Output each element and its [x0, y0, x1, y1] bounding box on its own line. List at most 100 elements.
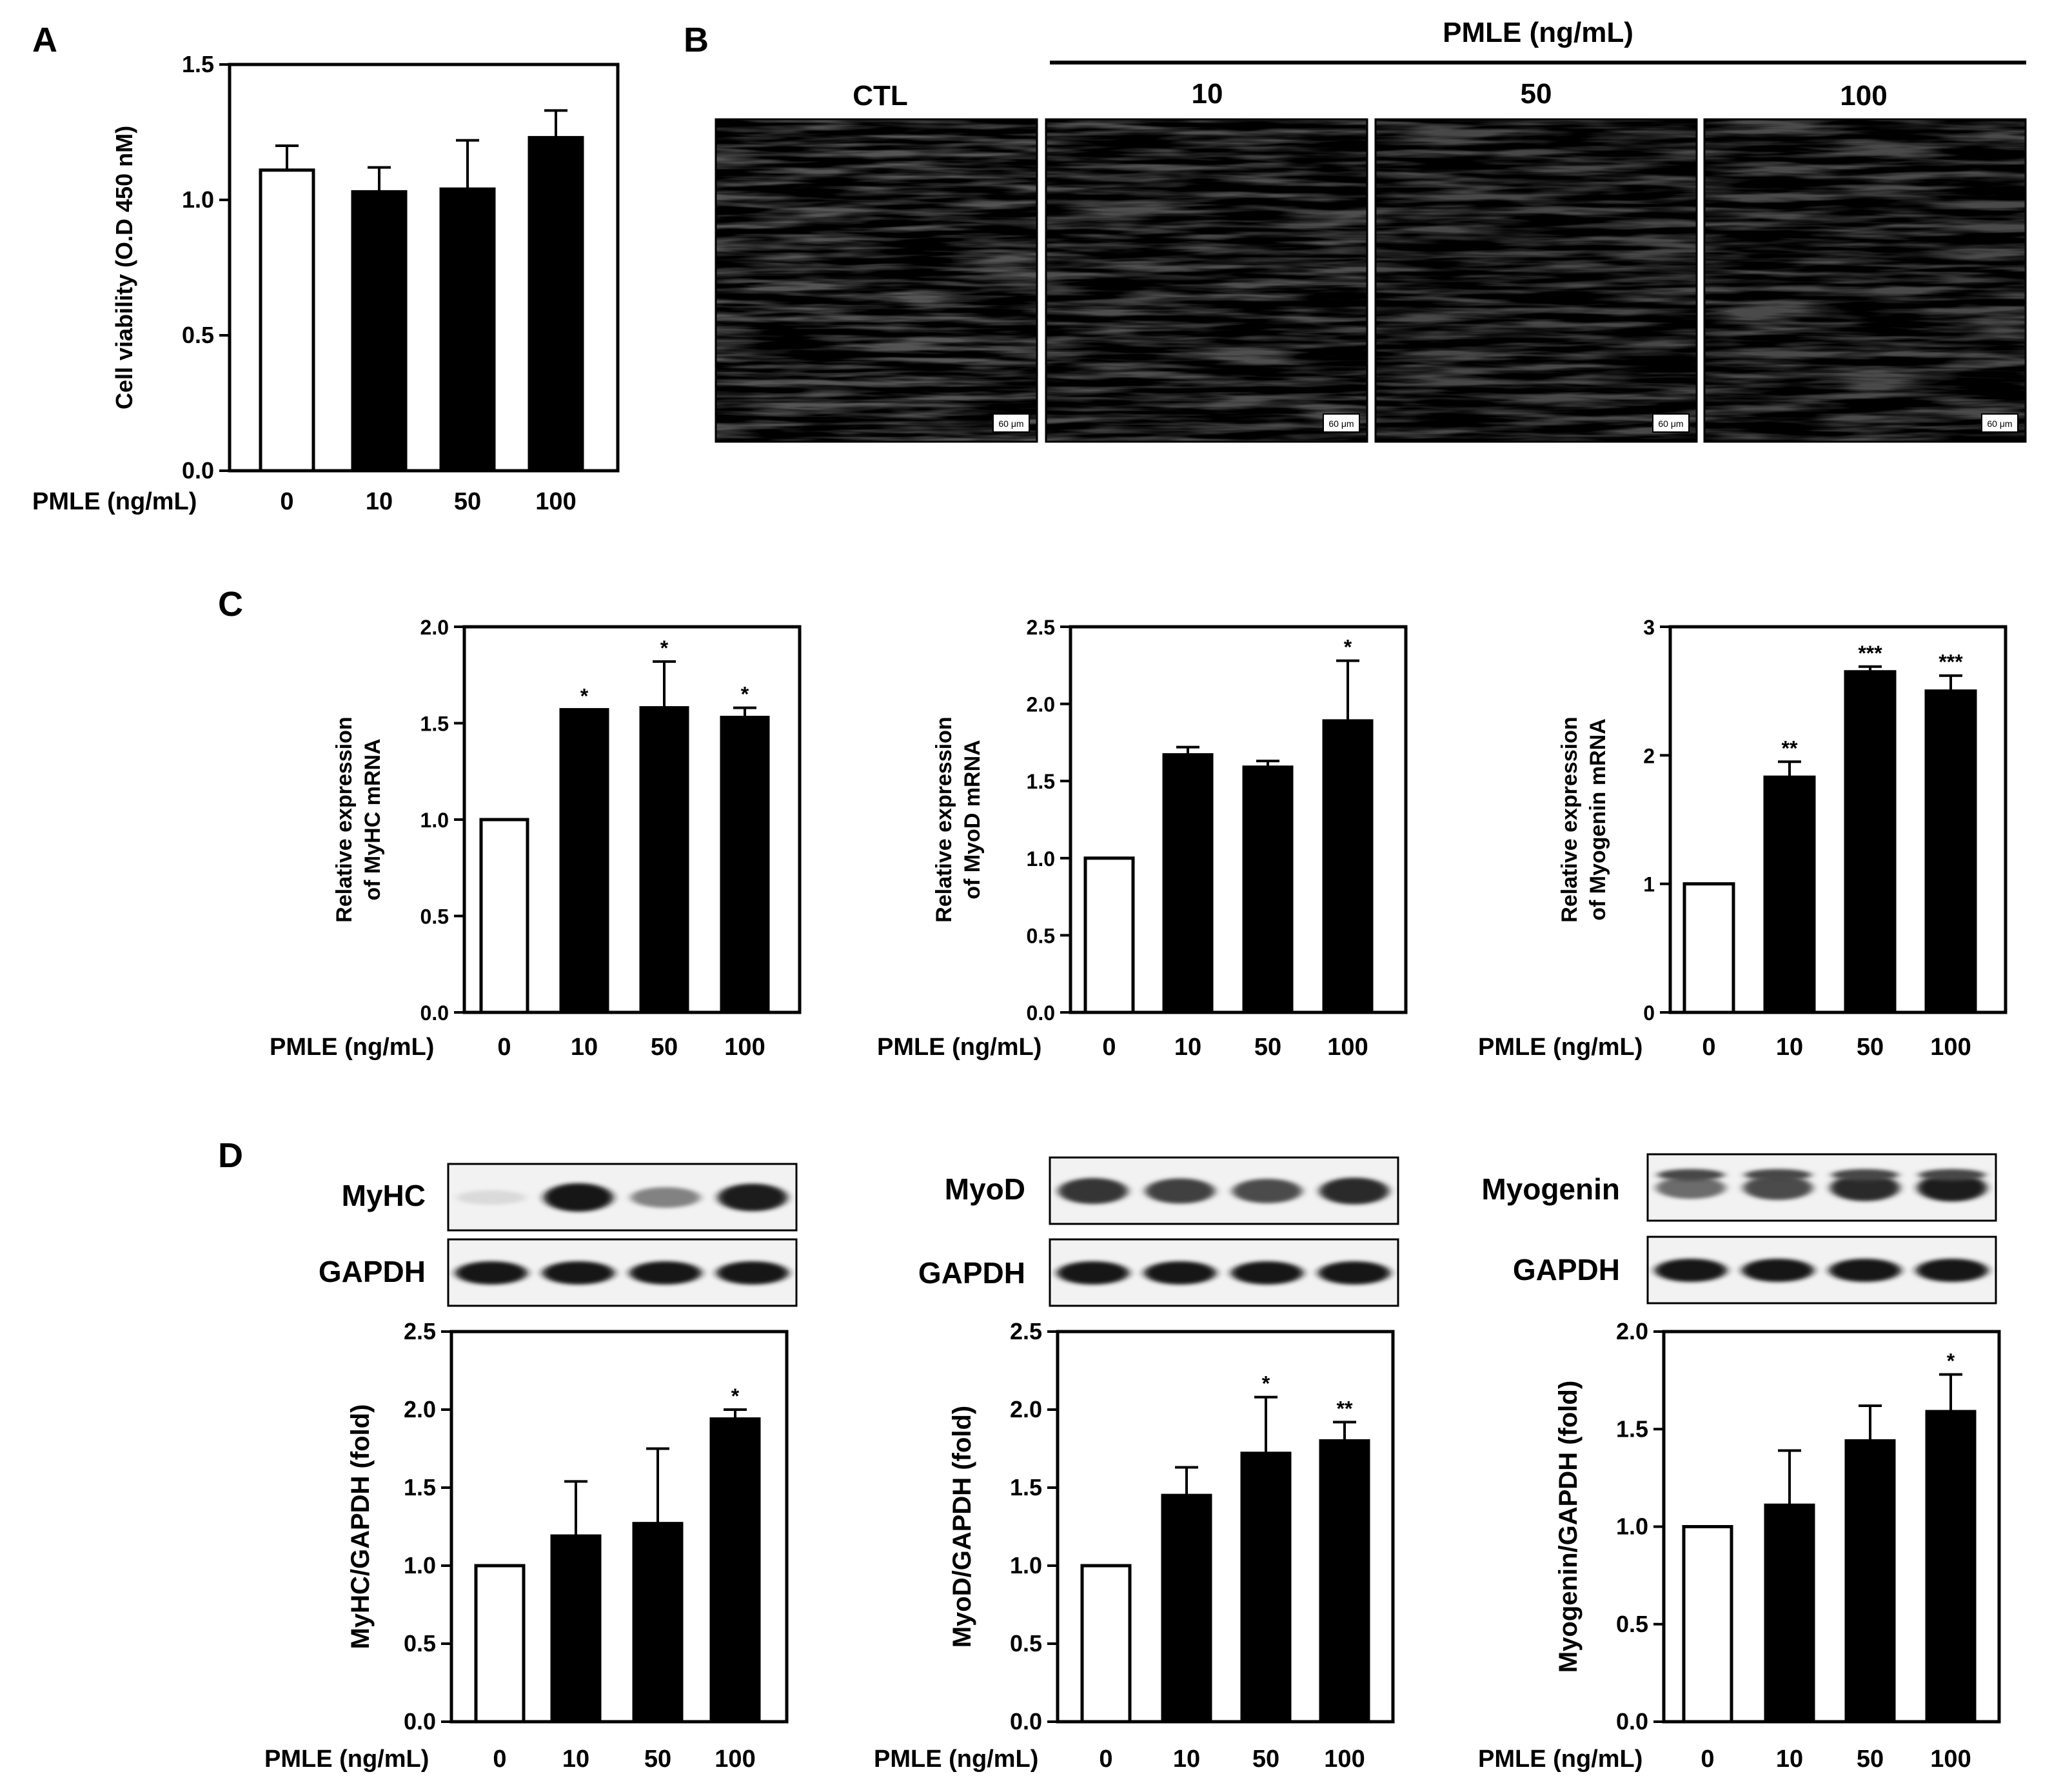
- bar: [1844, 670, 1897, 1014]
- bar: [1925, 1410, 1977, 1724]
- target-band-upper: [1919, 1169, 1986, 1181]
- gapdh-band: [1318, 1261, 1390, 1285]
- bar: [639, 706, 689, 1014]
- x-tick-label: 50: [1857, 1746, 1884, 1773]
- gapdh-band: [1742, 1259, 1814, 1282]
- bar: [1240, 1452, 1292, 1724]
- bar: [1080, 1564, 1132, 1724]
- y-tick-label: 1.0: [1010, 1552, 1042, 1579]
- micrograph-header: PMLE (ng/mL): [1443, 17, 1633, 48]
- blot-label-gapdh-2: GAPDH: [918, 1256, 1025, 1290]
- y-axis-title-line: Relative expression: [332, 716, 357, 922]
- significance-label: ***: [1939, 651, 1963, 674]
- scale-bar-box: [1323, 413, 1360, 433]
- y-axis-title: MyHC/GAPDH (fold): [346, 1404, 375, 1649]
- x-tick-label: 0: [1701, 1746, 1714, 1773]
- bar: [1763, 775, 1816, 1014]
- y-axis-title: MyoD/GAPDH (fold): [948, 1406, 976, 1648]
- scale-bar-label: 60 μm: [998, 418, 1023, 429]
- y-tick-label: 1.5: [1616, 1415, 1648, 1442]
- y-tick-label: 0.5: [1616, 1611, 1648, 1637]
- plot-frame: [449, 1330, 789, 1724]
- bar: [1924, 689, 1977, 1014]
- blot-label-myhc: MyHC: [342, 1179, 426, 1212]
- plot-frame: [1668, 625, 2008, 1014]
- x-tick-label: 100: [715, 1746, 755, 1773]
- western-blot-myod: MyoD GAPDH: [918, 1156, 1399, 1307]
- y-axis-title: Cell viability (O.D 450 nM): [111, 126, 137, 409]
- y-tick-label: 3: [1643, 616, 1655, 639]
- gapdh-band: [1057, 1261, 1129, 1285]
- bar: [1242, 765, 1294, 1014]
- y-tick-label: 1.5: [420, 713, 449, 736]
- chart-myod-mrna: 0.0 0.5 1.0 1.5 2.0 2.5 Relative expression of …: [877, 616, 1408, 1061]
- x-tick-label: 100: [1324, 1746, 1365, 1773]
- bar: [474, 1564, 526, 1724]
- x-tick-label: 0: [280, 488, 293, 515]
- micrograph-100: 100 60 μm: [1703, 80, 2027, 443]
- y-axis-title-line: Relative expression: [1557, 716, 1582, 922]
- significance-label: *: [1344, 636, 1352, 659]
- y-tick-label: 2.5: [404, 1318, 436, 1344]
- chart-myogenin-mrna: 0 1 2 3 Relative expression of Myogenin mRNA 0…: [1478, 616, 2008, 1061]
- x-tick-label: 100: [1930, 1746, 1971, 1773]
- x-tick-label: 10: [1174, 1034, 1201, 1061]
- y-tick-label: 0.0: [1027, 1001, 1055, 1025]
- bar: [351, 190, 408, 473]
- x-tick-label: 100: [1930, 1034, 1971, 1061]
- micrograph-ctl: CTL 60 μm: [715, 80, 1038, 443]
- x-axis-prefix: PMLE (ng/mL): [264, 1746, 429, 1773]
- target-band: [1232, 1179, 1302, 1203]
- x-tick-label: 50: [651, 1034, 678, 1061]
- bar: [1161, 1493, 1212, 1724]
- blot-label-gapdh-3: GAPDH: [1513, 1253, 1620, 1286]
- x-tick-label: 50: [1857, 1034, 1884, 1061]
- panel-label-b: B: [684, 21, 709, 59]
- significance-label: ***: [1858, 642, 1882, 665]
- x-tick-label: 10: [571, 1034, 598, 1061]
- bar: [632, 1522, 684, 1724]
- chart-myhc-mrna: 0.0 0.5 1.0 1.5 2.0 Relative expression of MyH…: [270, 616, 802, 1061]
- bar: [439, 187, 496, 473]
- significance-label: *: [1947, 1350, 1955, 1373]
- significance-label: *: [1262, 1372, 1270, 1395]
- y-axis-title-line: of Myogenin mRNA: [1586, 718, 1610, 921]
- y-axis-title-line: of MyoD mRNA: [960, 740, 985, 899]
- x-axis-prefix: PMLE (ng/mL): [874, 1746, 1038, 1773]
- target-band-upper: [1831, 1169, 1899, 1181]
- y-tick-label: 1.0: [404, 1552, 436, 1579]
- panel-label-a: A: [32, 21, 57, 59]
- gapdh-band: [716, 1261, 789, 1285]
- y-tick-label: 1.5: [1027, 770, 1055, 793]
- significance-label: **: [1782, 736, 1798, 760]
- bar: [559, 708, 609, 1014]
- gapdh-band: [542, 1261, 615, 1285]
- panel-label-c: C: [218, 585, 243, 624]
- y-axis-title: Myogenin/GAPDH (fold): [1554, 1381, 1583, 1673]
- target-band: [1058, 1177, 1128, 1205]
- scale-bar-label: 60 μm: [1658, 418, 1683, 429]
- y-tick-label: 2.0: [1010, 1396, 1042, 1423]
- y-tick-label: 2.0: [404, 1396, 436, 1423]
- bar: [1083, 856, 1135, 1014]
- x-tick-label: 100: [724, 1034, 765, 1061]
- target-band: [1319, 1177, 1389, 1205]
- x-axis-prefix: PMLE (ng/mL): [1478, 1746, 1643, 1773]
- target-band: [718, 1183, 787, 1212]
- micrograph-label-100: 100: [1840, 80, 1887, 112]
- y-tick-label: 1.5: [1010, 1474, 1042, 1501]
- y-tick-label: 0.5: [420, 905, 449, 929]
- target-band-upper: [1657, 1169, 1724, 1181]
- y-axis-title-line: Relative expression: [932, 716, 956, 922]
- x-axis-prefix: PMLE (ng/mL): [270, 1034, 434, 1061]
- y-tick-label: 2.5: [1027, 616, 1055, 639]
- bar: [1682, 1525, 1733, 1724]
- plot-frame: [1069, 625, 1408, 1014]
- y-tick-label: 0.5: [404, 1630, 436, 1657]
- x-tick-label: 10: [1173, 1746, 1200, 1773]
- blot-label-myod: MyoD: [945, 1172, 1025, 1206]
- y-tick-label: 2.0: [1027, 693, 1055, 716]
- x-tick-label: 0: [497, 1034, 511, 1061]
- bar: [720, 716, 770, 1014]
